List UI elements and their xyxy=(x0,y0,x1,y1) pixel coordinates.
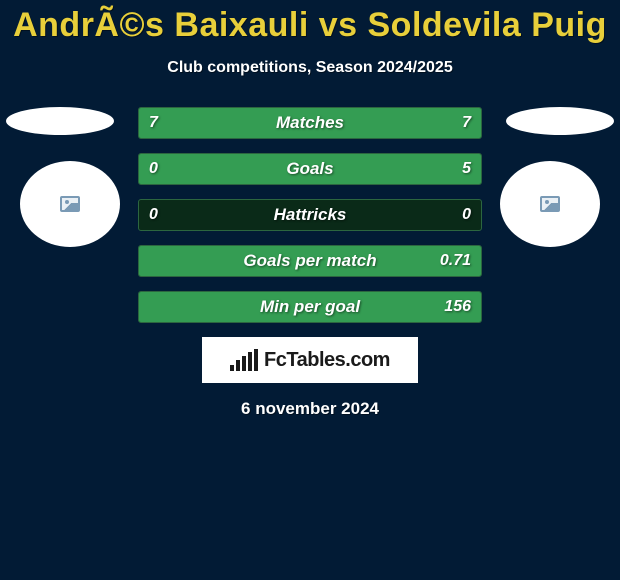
logo-box: FcTables.com xyxy=(202,337,418,383)
stat-label: Min per goal xyxy=(139,292,481,322)
player-right-flag xyxy=(506,107,614,135)
logo-bars-icon xyxy=(230,349,258,371)
main-region: 77Matches 05Goals 00Hattricks 0.71Goals per… xyxy=(0,107,620,419)
stat-row: 77Matches xyxy=(138,107,482,139)
comparison-subtitle: Club competitions, Season 2024/2025 xyxy=(0,59,620,77)
stat-label: Matches xyxy=(139,108,481,138)
stat-row: 156Min per goal xyxy=(138,291,482,323)
comparison-title: AndrÃ©s Baixauli vs Soldevila Puig xyxy=(0,0,620,45)
player-right-avatar xyxy=(500,161,600,247)
image-placeholder-icon xyxy=(60,196,80,212)
player-left-avatar xyxy=(20,161,120,247)
image-placeholder-icon xyxy=(540,196,560,212)
stat-row: 0.71Goals per match xyxy=(138,245,482,277)
stat-row: 05Goals xyxy=(138,153,482,185)
stats-bars: 77Matches 05Goals 00Hattricks 0.71Goals per… xyxy=(138,107,482,323)
stat-label: Hattricks xyxy=(139,200,481,230)
player-left-flag xyxy=(6,107,114,135)
generation-date: 6 november 2024 xyxy=(0,399,620,419)
stat-row: 00Hattricks xyxy=(138,199,482,231)
stat-label: Goals per match xyxy=(139,246,481,276)
logo-text: FcTables.com xyxy=(264,349,390,372)
stat-label: Goals xyxy=(139,154,481,184)
